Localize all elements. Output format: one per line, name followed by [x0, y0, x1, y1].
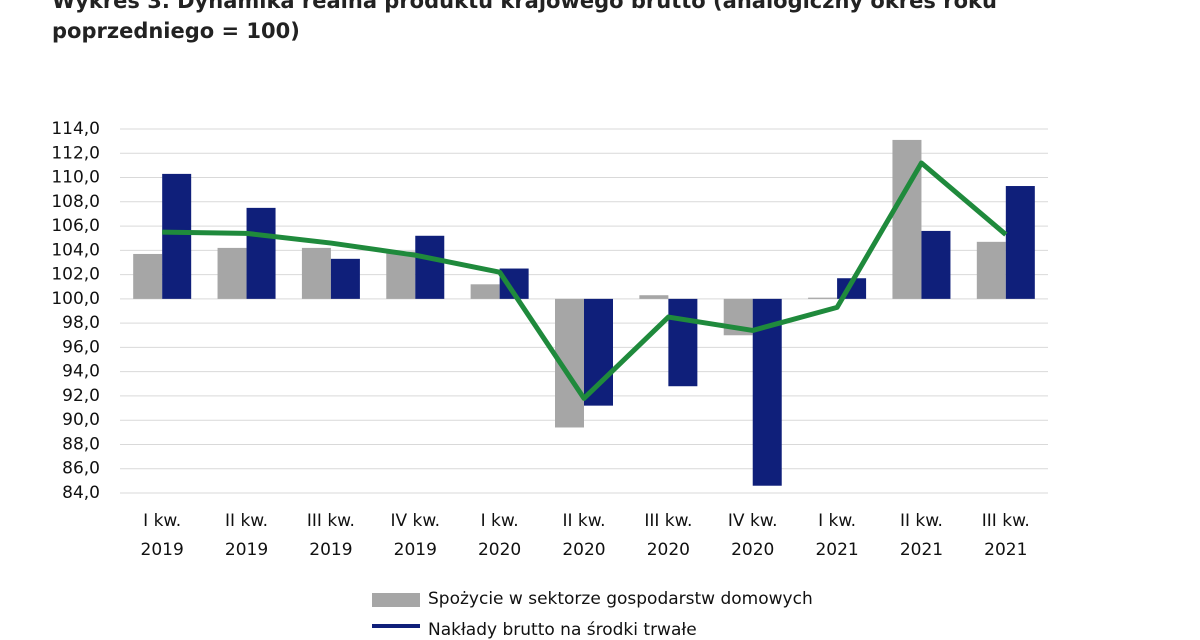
bar [1005, 186, 1035, 299]
legend-label: Spożycie w sektorze gospodarstw domowych [428, 589, 813, 609]
x-tick-label: II kw. 2019 [224, 511, 269, 560]
x-tick-label: III kw. 2019 [306, 511, 355, 560]
bar [301, 247, 331, 299]
x-tick-label: III kw. 2021 [981, 511, 1030, 560]
y-tick-label: 88,0 [62, 434, 100, 454]
x-tick-label: II kw. 2020 [562, 511, 606, 560]
y-tick-label: 112,0 [51, 143, 100, 163]
bar [415, 235, 445, 299]
x-tick-label: IV kw. 2019 [390, 511, 441, 560]
y-tick-label: 90,0 [62, 410, 100, 430]
bar [470, 284, 500, 299]
y-tick-label: 96,0 [62, 337, 100, 357]
y-tick-label: 102,0 [51, 265, 100, 285]
y-tick-label: 84,0 [62, 483, 100, 503]
bar [133, 253, 163, 299]
y-tick-label: 98,0 [62, 313, 100, 333]
line [162, 160, 1008, 401]
y-tick-label: 110,0 [51, 168, 100, 188]
y-tick-label: 104,0 [51, 240, 100, 260]
x-tick-label: I kw. 2020 [477, 511, 522, 560]
y-tick-label: 86,0 [62, 459, 100, 479]
bar [330, 258, 360, 299]
bar [668, 298, 698, 387]
x-tick-label: II kw. 2021 [899, 511, 944, 560]
x-tick-label: III kw. 2020 [644, 511, 693, 560]
bar [162, 173, 192, 299]
legend-label: Nakłady brutto na środki trwałe [428, 620, 697, 640]
bar [892, 139, 922, 299]
x-tick-label: I kw. 2019 [140, 511, 184, 560]
bar [584, 298, 613, 406]
y-tick-label: 94,0 [62, 362, 100, 382]
y-tick-label: 114,0 [51, 119, 100, 139]
bar [921, 230, 951, 299]
legend-swatch [372, 593, 420, 607]
x-tick-label: IV kw. 2020 [727, 511, 778, 560]
bar [808, 297, 838, 299]
y-tick-label: 92,0 [62, 386, 100, 406]
chart-title: Wykres 3. Dynamika realna produktu krajo… [52, 0, 997, 43]
bar [639, 295, 669, 299]
x-tick-label: I kw. 2021 [815, 511, 859, 560]
y-tick-label: 108,0 [51, 192, 100, 212]
bar [217, 247, 247, 299]
legend-swatch [372, 624, 420, 628]
bar [386, 251, 416, 299]
y-tick-label: 100,0 [51, 289, 100, 309]
bar [246, 207, 276, 299]
y-tick-label: 106,0 [51, 216, 100, 236]
bar [976, 241, 1006, 299]
